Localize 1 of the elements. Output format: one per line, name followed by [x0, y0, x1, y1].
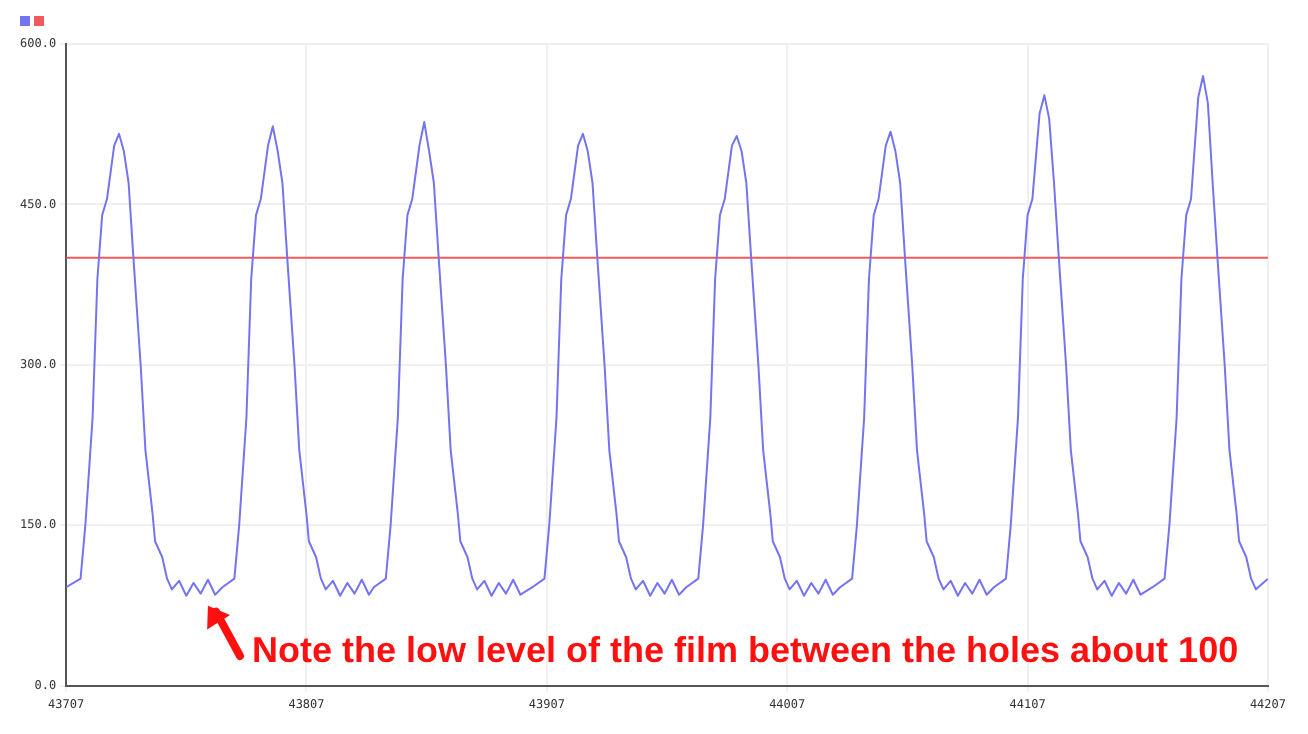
annotation: Note the low level of the film between the holes about 100 — [252, 629, 1239, 670]
